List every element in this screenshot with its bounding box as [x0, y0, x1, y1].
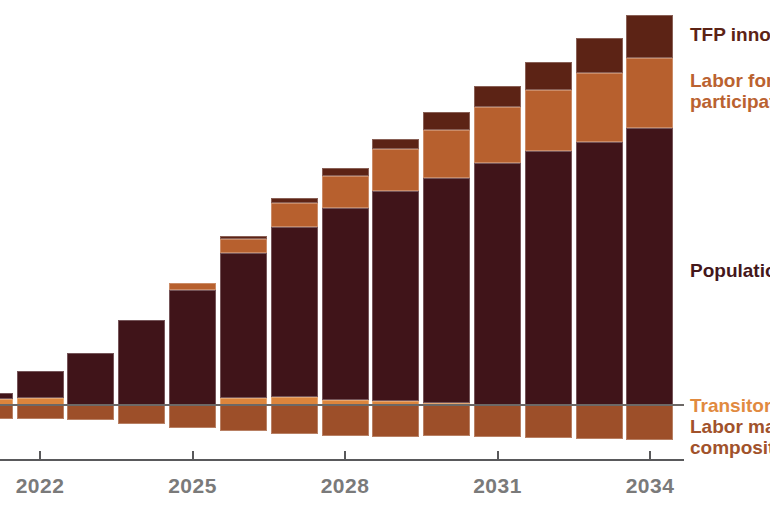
- bar-segment-population: [525, 151, 572, 405]
- x-tick-label-2025: 2025: [148, 474, 238, 498]
- bar-segment-labor-market-composition: [67, 405, 114, 420]
- x-tick-2034: [649, 451, 651, 459]
- bar-segment-population: [118, 320, 165, 405]
- bar-segment-tfp-innovation: [271, 198, 318, 203]
- bar-segment-population: [271, 227, 318, 397]
- x-tick-label-2028: 2028: [300, 474, 390, 498]
- series-label-population: Population: [690, 260, 770, 281]
- series-label-line: Population: [690, 260, 770, 281]
- stacked-bar-chart: 2022 2025 2028 2031 2034 TFP innovation Labor…: [0, 0, 770, 508]
- bar-segment-population: [372, 191, 419, 401]
- bar-segment-tfp-innovation: [576, 38, 623, 73]
- x-axis-line: [0, 459, 684, 461]
- bar-segment-labor-market-composition: [626, 405, 673, 440]
- bar-segment-labor-force-participation: [322, 176, 369, 208]
- bar-segment-labor-force-participation: [372, 149, 419, 191]
- bar-segment-labor-force-participation: [525, 90, 572, 151]
- bar-segment-population: [67, 353, 114, 405]
- zero-baseline: [0, 404, 684, 406]
- bar-segment-population: [626, 128, 673, 405]
- bar-segment-labor-force-participation: [271, 203, 318, 227]
- bar-segment-labor-market-composition: [17, 405, 64, 419]
- series-label-line: Labor market: [690, 416, 770, 437]
- bar-segment-labor-force-participation: [220, 239, 267, 253]
- bar-segment-labor-market-composition: [0, 405, 13, 419]
- x-tick-2022: [39, 451, 41, 459]
- bar-segment-tfp-innovation: [626, 15, 673, 58]
- bar-segment-population: [576, 142, 623, 405]
- x-tick-2025: [192, 451, 194, 459]
- bar-segment-tfp-innovation: [525, 62, 572, 90]
- bar-segment-labor-market-composition: [169, 405, 216, 428]
- bar-segment-population: [0, 393, 13, 399]
- bar-segment-labor-market-composition: [372, 405, 419, 437]
- bar-segment-tfp-innovation: [322, 168, 369, 176]
- bar-segment-labor-market-composition: [271, 405, 318, 434]
- bar-segment-labor-market-composition: [525, 405, 572, 438]
- bar-segment-population: [474, 163, 521, 405]
- bar-segment-population: [423, 178, 470, 403]
- bar-segment-population: [322, 208, 369, 400]
- bar-segment-labor-force-participation: [423, 130, 470, 178]
- bar-segment-labor-market-composition: [220, 405, 267, 431]
- bar-segment-labor-force-participation: [474, 107, 521, 163]
- series-label-line: composition: [690, 437, 770, 458]
- bar-segment-labor-force-participation: [576, 73, 623, 142]
- x-tick-label-2034: 2034: [605, 474, 695, 498]
- bar-segment-tfp-innovation: [372, 139, 419, 149]
- x-tick-2031: [497, 451, 499, 459]
- series-label-transitory: Transitory: [690, 395, 770, 416]
- series-label-tfp: TFP innovation: [690, 24, 770, 45]
- bar-segment-population: [220, 253, 267, 398]
- bar-segment-labor-market-composition: [423, 405, 470, 436]
- series-label-line: TFP innovation: [690, 24, 770, 45]
- x-tick-label-2022: 2022: [0, 474, 85, 498]
- bar-segment-labor-market-composition: [118, 405, 165, 424]
- series-label-labor-force: Labor forceparticipation: [690, 70, 770, 112]
- bar-segment-labor-force-participation: [169, 283, 216, 290]
- bar-segment-population: [17, 371, 64, 398]
- bar-segment-labor-market-composition: [474, 405, 521, 437]
- bar-segment-tfp-innovation: [474, 86, 521, 107]
- bar-segment-population: [169, 290, 216, 405]
- bar-segment-tfp-innovation: [423, 112, 470, 130]
- x-tick-2028: [344, 451, 346, 459]
- series-label-line: Transitory: [690, 395, 770, 416]
- series-label-line: Labor force: [690, 70, 770, 91]
- series-label-labor-mkt: Labor marketcomposition: [690, 416, 770, 458]
- bar-segment-labor-force-participation: [626, 58, 673, 128]
- bar-segment-labor-market-composition: [322, 405, 369, 436]
- series-label-line: participation: [690, 91, 770, 112]
- bar-segment-tfp-innovation: [220, 236, 267, 239]
- bar-segment-labor-market-composition: [576, 405, 623, 439]
- x-tick-label-2031: 2031: [453, 474, 543, 498]
